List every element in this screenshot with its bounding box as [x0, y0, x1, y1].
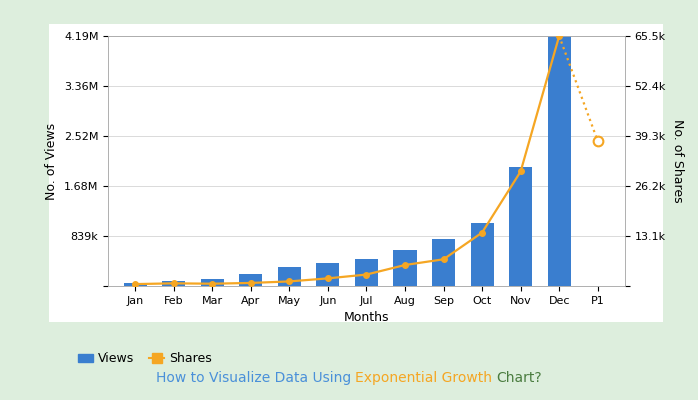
- Bar: [278, 267, 301, 286]
- Y-axis label: No. of Shares: No. of Shares: [671, 119, 684, 203]
- Bar: [509, 167, 532, 286]
- Text: Exponential Growth: Exponential Growth: [355, 371, 497, 385]
- Bar: [239, 274, 262, 286]
- Bar: [201, 279, 224, 286]
- Bar: [124, 283, 147, 286]
- Bar: [470, 223, 493, 286]
- Bar: [548, 36, 571, 286]
- Bar: [316, 263, 339, 286]
- Legend: Views, Shares: Views, Shares: [73, 347, 217, 370]
- Bar: [394, 250, 417, 286]
- X-axis label: Months: Months: [343, 311, 389, 324]
- Bar: [432, 240, 455, 286]
- Bar: [162, 281, 185, 286]
- Text: Chart?: Chart?: [497, 371, 542, 385]
- Y-axis label: No. of Views: No. of Views: [45, 122, 59, 200]
- Bar: [355, 259, 378, 286]
- Text: How to Visualize Data Using: How to Visualize Data Using: [156, 371, 355, 385]
